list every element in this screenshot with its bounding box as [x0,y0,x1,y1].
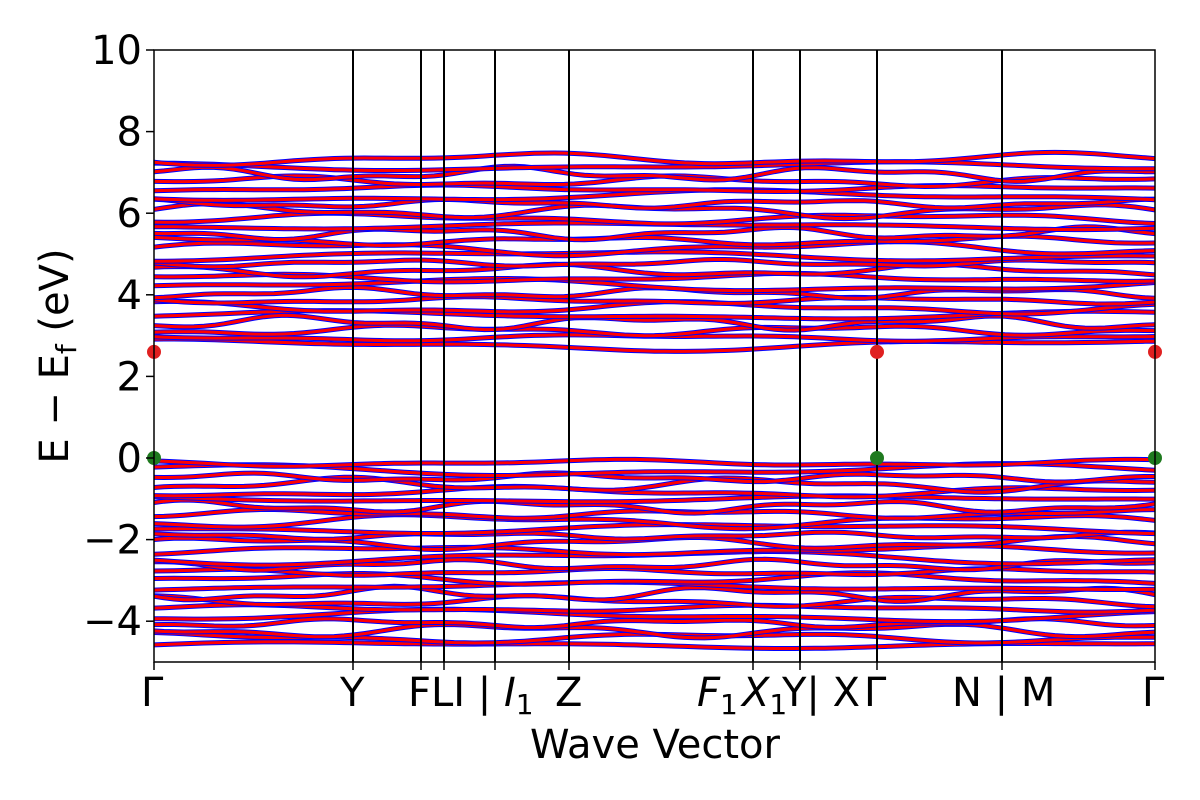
band-line [154,607,1155,624]
xtick-label: Y [339,670,365,716]
xtick-label: F1 [697,670,738,721]
y-tick-label: 6 [117,191,142,237]
band-line [154,160,1155,172]
band-line [154,164,1155,183]
xtick-label: Γ [1142,670,1165,716]
band-line [154,337,1155,353]
band-line [154,211,1155,226]
band-line [154,225,1155,242]
y-tick-label: 0 [117,436,142,482]
band-line [154,197,1155,210]
xtick-label-sub: 1 [720,688,738,721]
band-line [154,622,1155,640]
xtick-label-main: X [740,670,771,716]
y-tick-label: −4 [83,599,142,645]
y-axis-title-unit: (eV) [32,248,78,344]
band-line [154,150,1155,167]
y-axis-title-main: E − E [32,354,78,464]
band-line [154,498,1155,515]
band-line [154,530,1155,541]
y-tick-label: 4 [117,273,142,319]
band-line [154,484,1155,499]
xtick-label-sub: 1 [516,688,534,721]
band-line [154,584,1155,603]
x-axis-tick-labels: Γ Y FLI | I1 Z F1 X1 Y| X Γ N | M Γ [141,670,1165,721]
y-axis-ticks: 10 8 6 4 2 0 −2 −4 [83,28,154,645]
band-line [154,240,1155,258]
xtick-label: FLI | [408,670,491,716]
band-line [154,457,1155,468]
band-line [154,471,1155,484]
xtick-label: Y| X [781,670,860,716]
y-axis-title-sub: f [50,343,83,354]
xtick-label: X1 [740,670,787,721]
xtick-label: I1 [504,670,534,721]
band-line [154,336,1155,354]
band-edge-markers [147,344,1162,465]
band-line [154,603,1155,614]
xtick-label: Γ [864,670,887,716]
y-tick-label: 2 [117,354,142,400]
y-tick-label: 8 [117,110,142,156]
plot-frame [153,49,1156,663]
cbm-marker [870,344,884,359]
y-tick-label: −2 [83,518,142,564]
vbm-marker [870,451,884,465]
band-line [154,250,1155,263]
band-line [154,594,1155,609]
band-lines [154,149,1155,651]
xtick-label-main: F [697,670,721,716]
xtick-label: Z [555,670,582,716]
x-axis-title: Wave Vector [530,722,781,768]
xtick-label-main: I [504,670,516,716]
xtick-label-sub: 1 [769,688,787,721]
band-line [154,262,1155,279]
band-line [154,183,1155,193]
band-line [154,323,1155,338]
y-axis-title: E − Ef (eV) [32,248,83,463]
band-line [154,188,1155,202]
band-line [154,277,1155,293]
xtick-label: Γ [141,670,164,716]
xtick-label: N | M [952,670,1055,716]
y-tick-label: 10 [91,28,142,74]
band-line [154,494,1155,504]
band-line [154,295,1155,306]
band-line [154,513,1155,531]
